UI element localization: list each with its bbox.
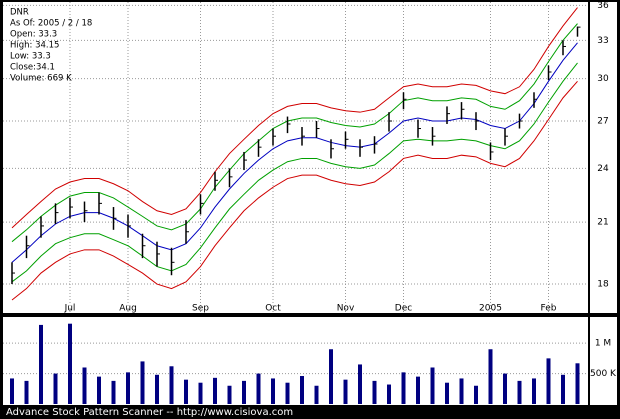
- y-tick-label: 30: [597, 74, 609, 84]
- info-text: High: 34.15: [10, 41, 59, 51]
- volume-bar: [285, 382, 290, 404]
- volume-bar: [314, 385, 319, 404]
- volume-bar: [561, 374, 565, 404]
- volume-axis-panel: [590, 317, 617, 405]
- volume-bar: [10, 378, 14, 404]
- volume-bar: [358, 364, 362, 404]
- volume-bar: [213, 377, 217, 404]
- volume-bar: [155, 374, 159, 404]
- volume-bar: [503, 373, 507, 404]
- volume-bar: [68, 323, 72, 404]
- x-tick-label: Feb: [541, 304, 557, 314]
- volume-bar: [416, 376, 420, 404]
- price-axis-panel: [590, 2, 617, 313]
- volume-bar: [97, 376, 101, 404]
- volume-bar: [53, 373, 58, 404]
- band-line: [11, 62, 578, 283]
- price-panel: [3, 2, 588, 313]
- x-tick-label: 2005: [479, 304, 502, 314]
- volume-bar: [445, 382, 449, 404]
- y-tick-label: 21: [597, 218, 608, 228]
- volume-bar: [430, 367, 435, 404]
- volume-bar: [82, 367, 87, 404]
- volume-bar: [227, 385, 232, 404]
- x-tick-label: Sep: [192, 304, 209, 314]
- volume-bar: [343, 379, 348, 404]
- info-text: Close:34.1: [10, 63, 55, 73]
- volume-bar: [372, 380, 377, 404]
- x-tick-label: Aug: [119, 304, 137, 314]
- x-tick-label: Oct: [265, 304, 281, 314]
- info-text: Open: 33.3: [10, 30, 57, 40]
- volume-panel: [3, 317, 588, 405]
- volume-bar: [387, 384, 391, 404]
- volume-bar: [300, 376, 304, 404]
- y-tick-label: 27: [597, 117, 608, 127]
- volume-bar: [474, 385, 478, 404]
- volume-bar: [140, 361, 145, 404]
- info-text: Volume: 669 K: [10, 74, 72, 84]
- x-tick-label: Nov: [337, 304, 355, 314]
- band-line: [11, 7, 578, 229]
- volume-bar: [546, 358, 551, 404]
- volume-bar: [517, 380, 522, 404]
- volume-bar: [198, 382, 203, 404]
- volume-bar: [39, 324, 43, 404]
- volume-bar: [488, 349, 493, 404]
- volume-tick-label: 500 K: [590, 369, 617, 379]
- volume-bar: [575, 363, 580, 404]
- volume-bar: [242, 380, 246, 404]
- x-tick-label: Dec: [395, 304, 412, 314]
- footer: Advance Stock Pattern Scanner -- http://…: [6, 407, 293, 418]
- y-tick-label: 36: [597, 1, 609, 11]
- volume-bar: [532, 378, 536, 404]
- volume-bar: [184, 379, 188, 404]
- volume-bar: [24, 380, 29, 404]
- volume-bar: [271, 378, 275, 404]
- volume-bar: [126, 372, 130, 404]
- y-tick-label: 18: [597, 280, 609, 290]
- volume-bar: [401, 372, 406, 404]
- volume-bar: [459, 378, 464, 404]
- band-line: [11, 81, 578, 301]
- info-text: As Of: 2005 / 2 / 18: [10, 19, 92, 29]
- volume-bar: [111, 380, 116, 404]
- band-line: [11, 42, 578, 263]
- y-tick-label: 33: [597, 36, 608, 46]
- volume-bar: [256, 373, 261, 404]
- y-tick-label: 24: [597, 164, 609, 174]
- info-text: DNR: [10, 8, 29, 18]
- volume-tick-label: 1 M: [595, 339, 611, 349]
- band-line: [11, 23, 578, 243]
- volume-bar: [329, 349, 333, 404]
- info-text: Low: 33.3: [10, 52, 51, 62]
- x-tick-label: Jul: [64, 304, 76, 314]
- volume-bar: [169, 366, 174, 404]
